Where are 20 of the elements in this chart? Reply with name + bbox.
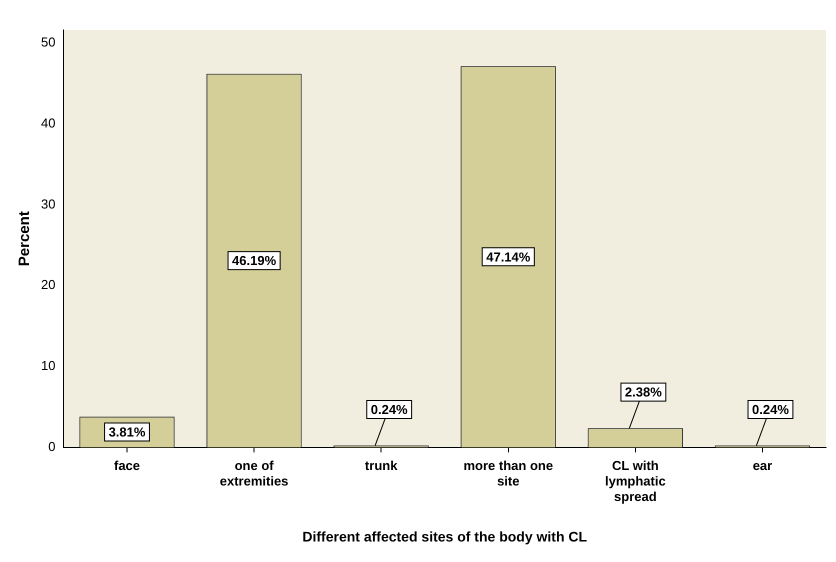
- data-label: 0.24%: [370, 402, 408, 418]
- x-tick-label: ear: [752, 458, 772, 473]
- data-label: 0.24%: [752, 402, 790, 418]
- x-tick-label: CL with lymphatic spread: [605, 458, 666, 504]
- y-tick-label: 40: [40, 115, 56, 130]
- y-tick-label: 10: [40, 358, 56, 374]
- x-tick-label: trunk: [364, 458, 398, 473]
- data-label: 47.14%: [486, 249, 531, 264]
- x-tick-label: face: [114, 458, 140, 473]
- x-tick-label: more than one site: [463, 458, 554, 488]
- y-tick-label: 0: [48, 438, 56, 454]
- data-label: 3.81%: [108, 424, 146, 440]
- y-tick-label: 30: [40, 196, 56, 212]
- data-label: 46.19%: [232, 253, 277, 268]
- y-tick-label: 50: [40, 34, 56, 50]
- x-tick-label: one of extremities: [220, 458, 288, 488]
- y-tick-label: 20: [40, 277, 56, 292]
- data-label: 2.38%: [624, 384, 662, 400]
- x-axis-title: Different affected sites of the body with CL: [302, 528, 588, 544]
- y-axis-title: Percent: [16, 211, 34, 266]
